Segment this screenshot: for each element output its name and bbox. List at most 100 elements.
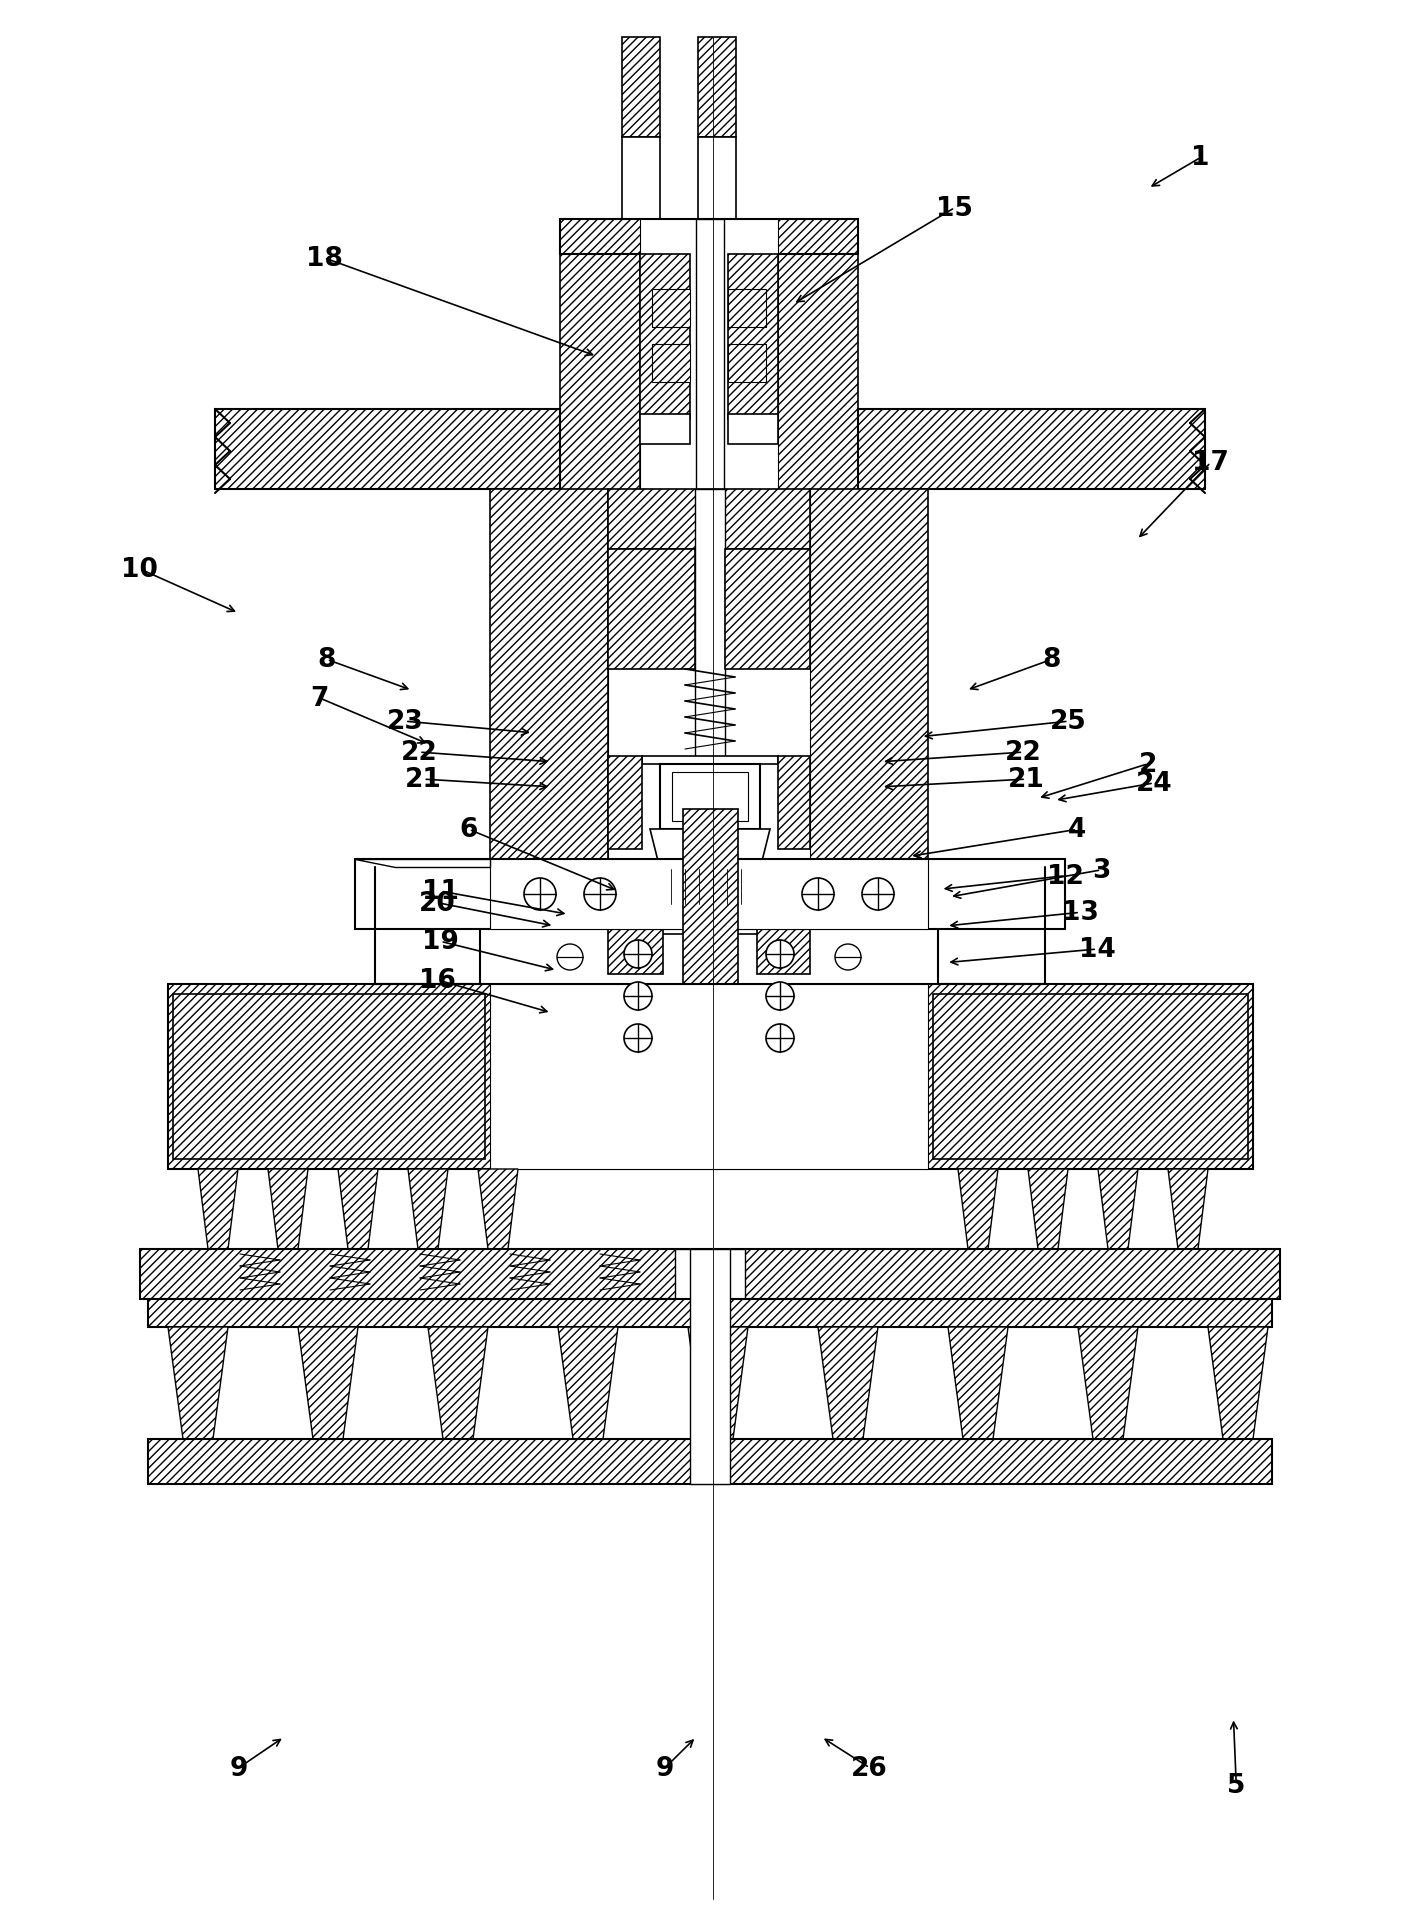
Circle shape — [766, 940, 794, 969]
Polygon shape — [1027, 1170, 1069, 1249]
Polygon shape — [757, 870, 810, 975]
Text: 9: 9 — [657, 1754, 674, 1781]
Polygon shape — [355, 859, 1064, 930]
Polygon shape — [725, 550, 810, 670]
Polygon shape — [1079, 1328, 1138, 1440]
Text: 8: 8 — [318, 647, 335, 674]
Polygon shape — [168, 984, 1253, 1170]
Polygon shape — [338, 1170, 378, 1249]
Polygon shape — [148, 1440, 1272, 1484]
Polygon shape — [269, 1170, 308, 1249]
Text: 21: 21 — [405, 766, 442, 793]
Text: 22: 22 — [1005, 739, 1042, 766]
Polygon shape — [608, 757, 642, 849]
Bar — [639, 220, 779, 579]
Bar — [664, 870, 757, 905]
Bar — [691, 1249, 730, 1484]
Circle shape — [624, 982, 652, 1011]
Bar — [728, 415, 779, 444]
Polygon shape — [428, 1328, 487, 1440]
Bar — [630, 905, 790, 934]
Text: 4: 4 — [1069, 816, 1086, 843]
Polygon shape — [649, 830, 770, 870]
Circle shape — [584, 878, 615, 911]
Polygon shape — [141, 1249, 1280, 1299]
Polygon shape — [215, 409, 560, 490]
Text: 7: 7 — [311, 685, 328, 712]
Polygon shape — [558, 1328, 618, 1440]
Polygon shape — [688, 1328, 747, 1440]
Text: 15: 15 — [936, 195, 973, 222]
Text: 21: 21 — [1007, 766, 1044, 793]
Text: 12: 12 — [1047, 863, 1084, 890]
Text: 14: 14 — [1079, 936, 1115, 963]
Bar — [622, 39, 659, 137]
Polygon shape — [639, 255, 691, 421]
Bar — [728, 290, 766, 328]
Text: 18: 18 — [306, 245, 342, 272]
Polygon shape — [608, 550, 695, 670]
Polygon shape — [408, 1170, 448, 1249]
Text: 6: 6 — [460, 816, 477, 843]
Text: 24: 24 — [1135, 770, 1172, 797]
Polygon shape — [477, 1170, 519, 1249]
Polygon shape — [818, 1328, 878, 1440]
Polygon shape — [608, 870, 664, 975]
Polygon shape — [168, 1328, 227, 1440]
Bar — [622, 137, 659, 220]
Text: 17: 17 — [1192, 450, 1229, 477]
Polygon shape — [1168, 1170, 1208, 1249]
Bar — [652, 345, 691, 382]
Circle shape — [766, 982, 794, 1011]
Bar — [695, 490, 725, 1160]
Text: 26: 26 — [851, 1754, 888, 1781]
Bar — [652, 290, 691, 328]
Polygon shape — [298, 1328, 358, 1440]
Polygon shape — [728, 255, 779, 421]
Text: 9: 9 — [230, 1754, 247, 1781]
Text: 2: 2 — [1140, 751, 1157, 778]
Bar — [490, 859, 928, 930]
Polygon shape — [858, 409, 1205, 490]
Polygon shape — [173, 994, 485, 1160]
Circle shape — [836, 944, 861, 971]
Bar — [728, 345, 766, 382]
Polygon shape — [958, 1170, 998, 1249]
Polygon shape — [148, 1299, 1272, 1328]
Bar — [696, 220, 725, 579]
Circle shape — [863, 878, 894, 911]
Bar — [672, 772, 747, 822]
Circle shape — [766, 1025, 794, 1052]
Circle shape — [557, 944, 583, 971]
Polygon shape — [779, 220, 858, 579]
Polygon shape — [560, 220, 858, 255]
Circle shape — [524, 878, 556, 911]
Polygon shape — [642, 757, 779, 764]
Polygon shape — [198, 1170, 237, 1249]
Text: 22: 22 — [401, 739, 438, 766]
Bar — [608, 490, 810, 859]
Text: 23: 23 — [387, 708, 423, 735]
Text: 1: 1 — [1191, 145, 1211, 172]
Circle shape — [801, 878, 834, 911]
Bar — [698, 39, 736, 137]
Text: 8: 8 — [1043, 647, 1060, 674]
Circle shape — [624, 1025, 652, 1052]
Bar — [490, 984, 928, 1170]
Text: 20: 20 — [419, 890, 456, 917]
Bar — [698, 137, 736, 220]
Text: 25: 25 — [1050, 708, 1087, 735]
Bar — [675, 1249, 745, 1299]
Text: 11: 11 — [422, 878, 459, 905]
Bar — [659, 764, 760, 830]
Polygon shape — [1098, 1170, 1138, 1249]
Bar — [639, 415, 691, 444]
Polygon shape — [934, 994, 1248, 1160]
Text: 16: 16 — [419, 967, 456, 994]
Polygon shape — [608, 490, 810, 550]
Polygon shape — [948, 1328, 1007, 1440]
Polygon shape — [1208, 1328, 1268, 1440]
Text: 10: 10 — [121, 556, 158, 583]
Bar — [684, 809, 737, 1009]
Text: 3: 3 — [1093, 857, 1110, 884]
